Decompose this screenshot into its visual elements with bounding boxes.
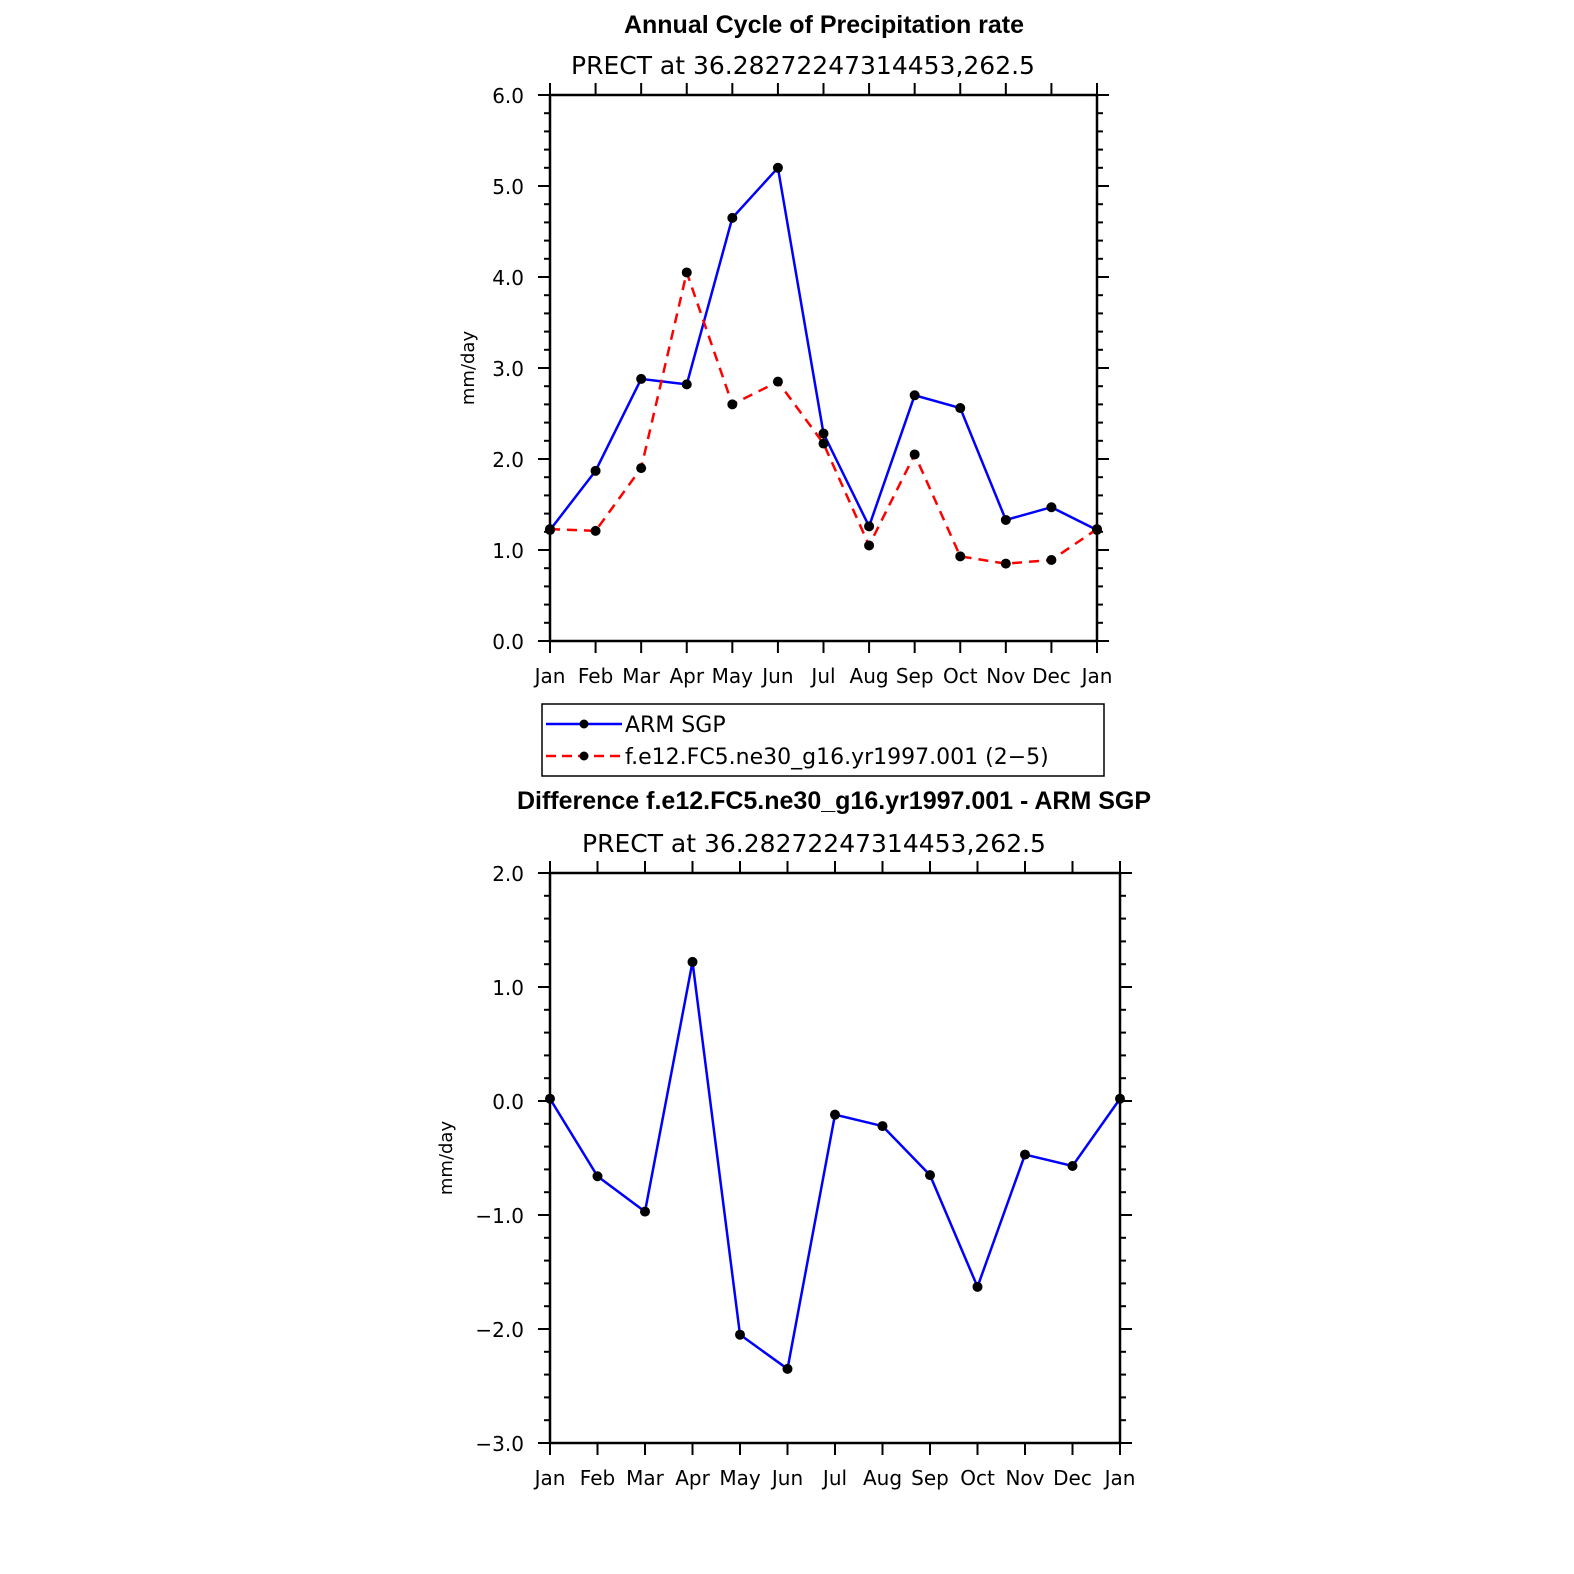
difference-chart: Difference f.e12.FC5.ne30_g16.yr1997.001… xyxy=(436,787,1151,1490)
data-point xyxy=(1046,555,1057,566)
y-tick-label: 2.0 xyxy=(492,448,524,472)
y-tick-label: 5.0 xyxy=(492,175,524,199)
y-tick-label: 0.0 xyxy=(492,630,524,654)
x-tick-label: Sep xyxy=(896,664,934,688)
data-point xyxy=(772,162,783,173)
x-tick-label: Nov xyxy=(1005,1466,1044,1490)
legend-marker-model xyxy=(579,751,589,761)
x-tick-label: Aug xyxy=(863,1466,902,1490)
x-tick-label: Mar xyxy=(626,1466,665,1490)
series-line-0 xyxy=(548,961,1122,1372)
bottom-plot-area: −3.0 −2.0 −1.0 0.0 1.0 2.0 Jan Feb Mar Apr May Jun J… xyxy=(475,861,1135,1490)
y-tick-label: 6.0 xyxy=(492,84,524,108)
x-tick-label: Jan xyxy=(533,664,566,688)
x-tick-label: Jul xyxy=(821,1466,847,1490)
data-point xyxy=(772,376,783,387)
legend-marker-arm-sgp xyxy=(579,719,589,729)
y-tick-label: 4.0 xyxy=(492,266,524,290)
data-point xyxy=(636,463,647,474)
y-tick-label: 0.0 xyxy=(492,1090,524,1114)
plot-frame xyxy=(548,93,1099,643)
data-point xyxy=(727,399,738,410)
legend-box xyxy=(541,703,1105,777)
data-point xyxy=(1115,1093,1125,1104)
x-tick-label: Jun xyxy=(770,1466,803,1490)
data-point xyxy=(1000,514,1011,525)
x-tick-label: Nov xyxy=(986,664,1025,688)
legend-label-model: f.e12.FC5.ne30_g16.yr1997.001 (2−5) xyxy=(625,745,1049,770)
series-line-0 xyxy=(549,165,1098,532)
chart-subtitle: PRECT at 36.28272247314453,262.5 xyxy=(582,829,1046,858)
y-tick-label: −2.0 xyxy=(475,1318,524,1342)
data-point xyxy=(955,403,966,414)
legend: ARM SGP f.e12.FC5.ne30_g16.yr1997.001 (2… xyxy=(541,703,1105,777)
data-point xyxy=(592,1171,603,1182)
chart-title: Difference f.e12.FC5.ne30_g16.yr1997.001… xyxy=(517,787,1151,815)
x-tick-label: May xyxy=(719,1466,761,1490)
x-tick-label: Apr xyxy=(675,1466,710,1490)
x-tick-label: Jan xyxy=(533,1466,566,1490)
x-tick-label: Jun xyxy=(760,664,793,688)
data-point xyxy=(864,540,875,551)
data-point xyxy=(909,390,920,401)
y-tick-label: −1.0 xyxy=(475,1204,524,1228)
data-point xyxy=(681,267,692,278)
y-tick-label: 1.0 xyxy=(492,976,524,1000)
legend-label-arm-sgp: ARM SGP xyxy=(625,713,726,738)
x-tick-label: Apr xyxy=(669,664,704,688)
data-point xyxy=(818,438,829,449)
y-axis-label: mm/day xyxy=(458,331,479,406)
data-point xyxy=(1046,502,1057,513)
data-point xyxy=(545,524,555,535)
data-point xyxy=(877,1121,888,1132)
chart-subtitle: PRECT at 36.28272247314453,262.5 xyxy=(571,51,1035,80)
data-point xyxy=(864,521,875,532)
data-point xyxy=(909,449,920,460)
x-tick-label: Feb xyxy=(578,664,613,688)
y-axis-label: mm/day xyxy=(436,1121,457,1196)
x-tick-label: Feb xyxy=(580,1466,615,1490)
x-tick-label: Dec xyxy=(1053,1466,1092,1490)
data-point xyxy=(590,525,601,536)
y-tick-label: 3.0 xyxy=(492,357,524,381)
data-point xyxy=(782,1363,793,1374)
data-point xyxy=(590,465,601,476)
data-point xyxy=(1092,524,1102,535)
data-point xyxy=(545,1093,555,1104)
x-tick-label: Jul xyxy=(809,664,835,688)
y-tick-label: −3.0 xyxy=(475,1432,524,1456)
x-tick-label: Sep xyxy=(911,1466,949,1490)
data-point xyxy=(735,1329,745,1340)
data-point xyxy=(818,428,829,439)
chart-title: Annual Cycle of Precipitation rate xyxy=(624,11,1024,39)
data-point xyxy=(1067,1160,1078,1171)
precip-annual-cycle-chart: Annual Cycle of Precipitation rate PRECT… xyxy=(458,11,1112,777)
data-point xyxy=(636,373,647,384)
data-point xyxy=(925,1170,935,1181)
data-point xyxy=(830,1109,840,1120)
y-tick-label: 1.0 xyxy=(492,539,524,563)
y-tick-label: 2.0 xyxy=(492,862,524,886)
x-tick-label: Oct xyxy=(943,664,978,688)
data-point xyxy=(681,379,692,390)
x-tick-label: Aug xyxy=(850,664,889,688)
data-point xyxy=(972,1281,983,1292)
data-point xyxy=(687,956,698,967)
data-point xyxy=(1020,1149,1030,1160)
top-plot-area: 0.0 1.0 2.0 3.0 4.0 5.0 6.0 Jan Feb Mar Apr May Jun J… xyxy=(492,83,1112,688)
x-tick-label: Dec xyxy=(1032,664,1071,688)
data-point xyxy=(955,551,966,562)
series-line-1 xyxy=(549,267,1098,565)
x-tick-label: Jan xyxy=(1103,1466,1136,1490)
data-point xyxy=(1000,558,1011,569)
x-tick-label: Oct xyxy=(960,1466,995,1490)
x-tick-label: Mar xyxy=(622,664,661,688)
x-tick-label: Jan xyxy=(1080,664,1113,688)
data-point xyxy=(640,1206,650,1217)
x-tick-label: May xyxy=(712,664,754,688)
data-point xyxy=(727,212,738,223)
